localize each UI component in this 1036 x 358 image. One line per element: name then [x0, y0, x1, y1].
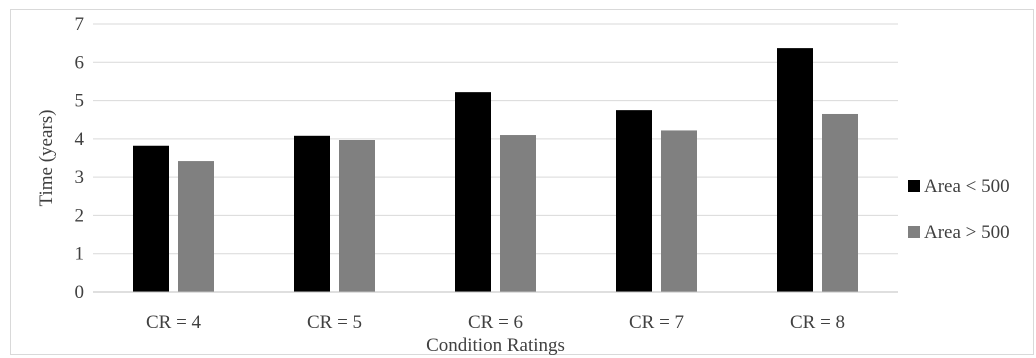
legend-swatch: [908, 226, 920, 238]
bar-area-gt-500: [178, 161, 214, 292]
gridlines: [93, 23, 898, 255]
bar-area-gt-500: [339, 140, 375, 292]
y-tick-label: 1: [75, 244, 85, 265]
y-tick-label: 0: [75, 282, 85, 303]
x-tick-label: CR = 5: [307, 312, 362, 333]
bar-area-gt-500: [661, 130, 697, 292]
x-tick-label: CR = 7: [629, 312, 684, 333]
y-tick-label: 5: [75, 91, 85, 112]
legend-label: Area > 500: [924, 222, 1010, 243]
bar-area-lt-500: [616, 110, 652, 293]
bar-area-gt-500: [500, 135, 536, 292]
y-tick-labels: 0 1 2 3 4 5 6 7: [75, 14, 85, 303]
y-axis-label: Time (years): [36, 110, 57, 207]
legend-label: Area < 500: [924, 176, 1010, 197]
y-tick-label: 4: [75, 129, 85, 150]
x-tick-label: CR = 8: [790, 312, 845, 333]
bar-area-gt-500: [822, 113, 858, 292]
y-tick-label: 7: [75, 14, 85, 35]
bar-area-lt-500: [455, 92, 491, 292]
x-tick-labels: CR = 4 CR = 5 CR = 6 CR = 7 CR = 8: [146, 312, 845, 333]
y-tick-label: 2: [75, 205, 85, 226]
x-tick-label: CR = 4: [146, 312, 202, 333]
legend: Area < 500 Area > 500: [908, 176, 1010, 243]
x-tick-label: CR = 6: [468, 312, 523, 333]
x-axis-label: Condition Ratings: [426, 335, 565, 356]
bars: [133, 48, 858, 293]
bar-area-lt-500: [294, 135, 330, 292]
bar-area-lt-500: [133, 145, 169, 292]
y-tick-label: 6: [75, 52, 85, 73]
y-tick-label: 3: [75, 167, 85, 188]
bar-area-lt-500: [777, 48, 813, 293]
legend-swatch: [908, 180, 920, 192]
